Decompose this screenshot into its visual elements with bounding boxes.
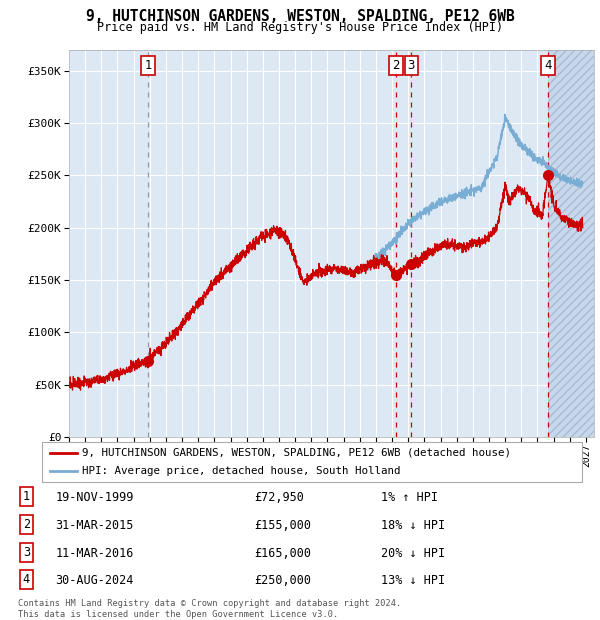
Text: 11-MAR-2016: 11-MAR-2016 [55, 547, 134, 560]
Text: £155,000: £155,000 [254, 519, 311, 532]
Text: 4: 4 [544, 60, 552, 73]
Text: Price paid vs. HM Land Registry's House Price Index (HPI): Price paid vs. HM Land Registry's House … [97, 21, 503, 34]
Text: 20% ↓ HPI: 20% ↓ HPI [380, 547, 445, 560]
Text: £72,950: £72,950 [254, 492, 304, 505]
Text: 2: 2 [23, 518, 30, 531]
Text: 3: 3 [23, 546, 30, 559]
Text: £250,000: £250,000 [254, 575, 311, 588]
Text: 13% ↓ HPI: 13% ↓ HPI [380, 575, 445, 588]
Text: Contains HM Land Registry data © Crown copyright and database right 2024.
This d: Contains HM Land Registry data © Crown c… [18, 600, 401, 619]
FancyBboxPatch shape [42, 442, 582, 482]
Text: 1: 1 [144, 60, 152, 73]
Text: HPI: Average price, detached house, South Holland: HPI: Average price, detached house, Sout… [83, 466, 401, 476]
Text: 18% ↓ HPI: 18% ↓ HPI [380, 519, 445, 532]
Text: £165,000: £165,000 [254, 547, 311, 560]
Text: 1: 1 [23, 490, 30, 503]
Text: 19-NOV-1999: 19-NOV-1999 [55, 492, 134, 505]
Text: 4: 4 [23, 574, 30, 587]
Text: 30-AUG-2024: 30-AUG-2024 [55, 575, 134, 588]
Text: 2: 2 [392, 60, 400, 73]
Text: 1% ↑ HPI: 1% ↑ HPI [380, 492, 437, 505]
Text: 9, HUTCHINSON GARDENS, WESTON, SPALDING, PE12 6WB: 9, HUTCHINSON GARDENS, WESTON, SPALDING,… [86, 9, 514, 24]
Bar [548, 50, 594, 437]
Text: 31-MAR-2015: 31-MAR-2015 [55, 519, 134, 532]
Text: 3: 3 [407, 60, 415, 73]
Text: 9, HUTCHINSON GARDENS, WESTON, SPALDING, PE12 6WB (detached house): 9, HUTCHINSON GARDENS, WESTON, SPALDING,… [83, 448, 511, 458]
